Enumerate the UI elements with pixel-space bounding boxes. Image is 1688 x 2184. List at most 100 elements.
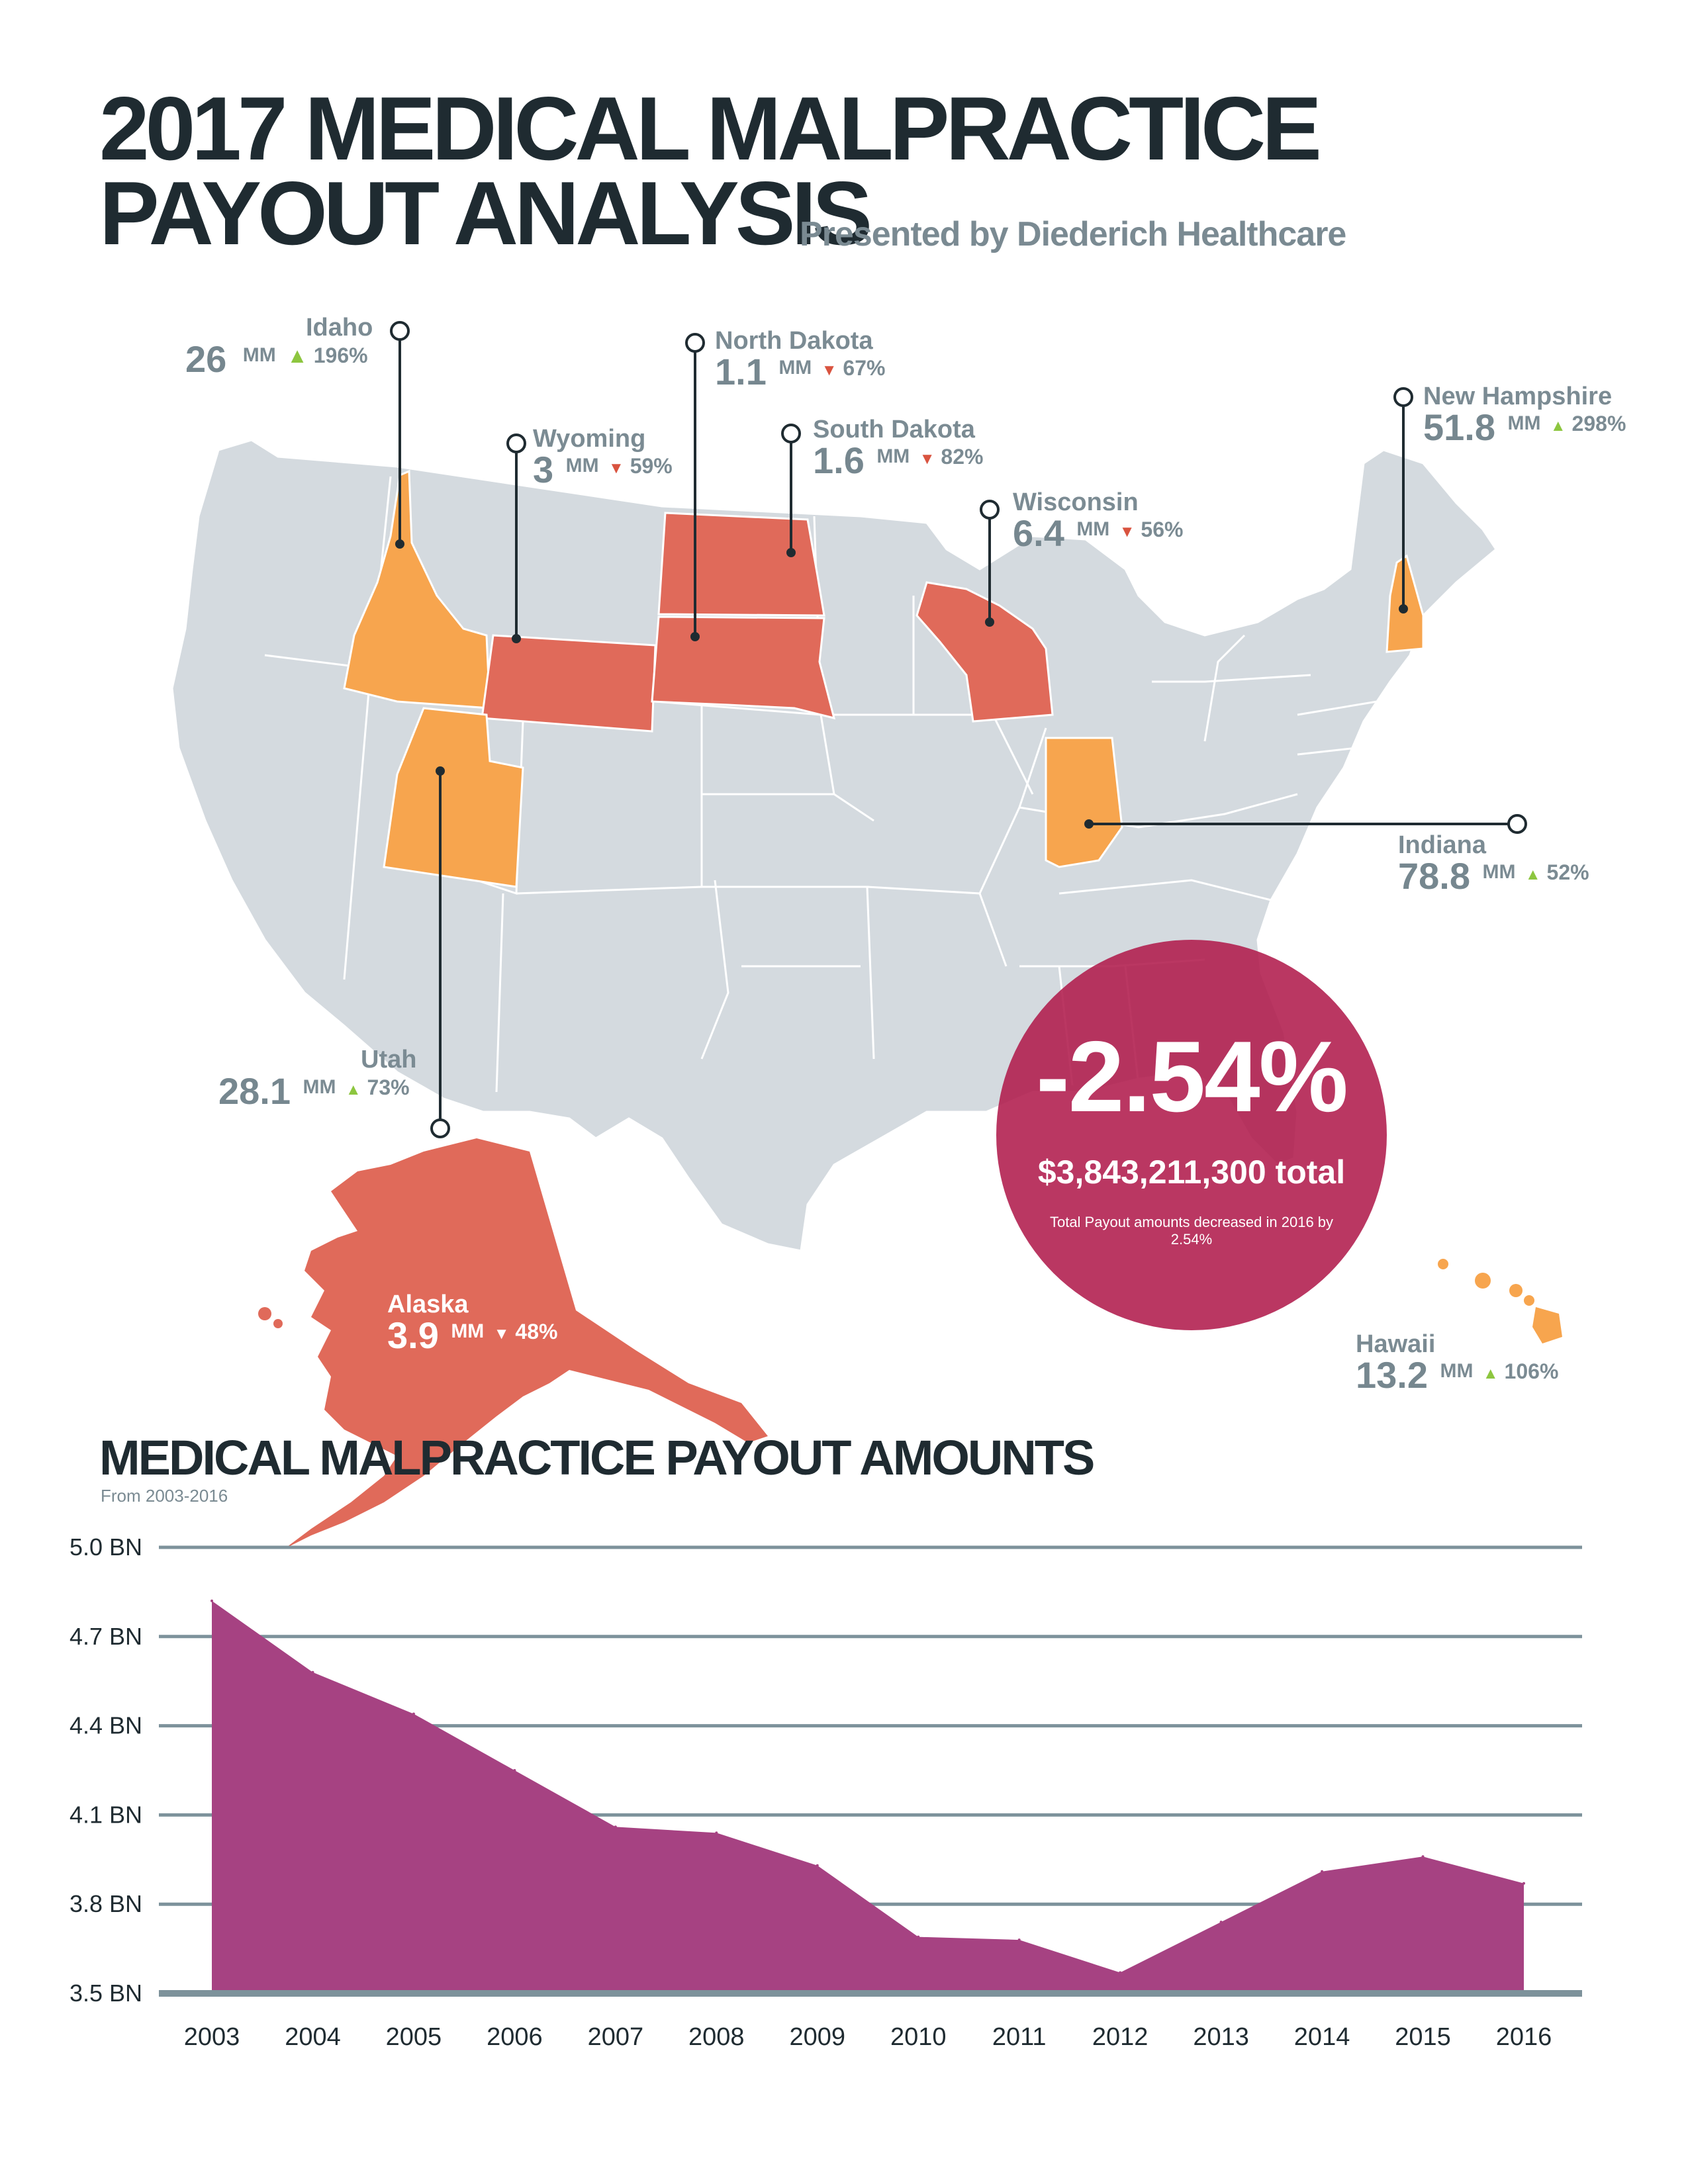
x-tick-label: 2010 [890,2023,947,2051]
y-tick-label: 5.0 BN [70,1533,142,1561]
state-name: New Hampshire [1423,383,1613,410]
state-value: 6.4 [1013,512,1064,554]
state-value: 13.2 [1356,1354,1428,1396]
up-arrow-icon: ▲ [1482,1365,1499,1383]
x-tick-label: 2013 [1193,2023,1249,2051]
x-tick-label: 2014 [1294,2023,1350,2051]
state-unit: MM [1440,1360,1474,1382]
y-tick-label: 3.8 BN [70,1890,142,1917]
state-name: Wyoming [533,425,646,453]
y-tick-label: 4.1 BN [70,1801,142,1828]
callout-south-dakota: South Dakota 1.6 MM ▼ 82% [813,416,983,482]
callout-idaho: Idaho [306,314,373,342]
state-unit: MM [778,357,812,379]
data-point-2003 [211,1599,213,1602]
state-value: 3 [533,449,554,490]
state-unit: MM [1507,412,1541,434]
data-point-2010 [917,1935,920,1938]
state-value: 28.1 [218,1070,291,1112]
down-arrow-icon: ▼ [608,459,624,477]
state-unit: MM [1482,861,1516,883]
state-value: 1.1 [715,351,767,392]
data-point-2014 [1321,1870,1324,1873]
up-arrow-icon: ▲ [345,1081,361,1099]
state-hawaii [1438,1259,1562,1343]
alaska-island [258,1307,271,1320]
alaska-island [273,1319,283,1328]
callout-indiana: Indiana 78.8 MM ▲ 52% [1398,831,1589,897]
state-utah [383,707,524,888]
x-tick-label: 2004 [285,2023,341,2051]
x-tick-label: 2008 [688,2023,745,2051]
down-arrow-icon: ▼ [1119,523,1135,541]
data-point-2012 [1119,1971,1122,1974]
y-tick-label: 3.5 BN [70,1979,142,2007]
callout-new-hampshire: New Hampshire 51.8 MM ▲ 298% [1423,383,1626,449]
x-tick-label: 2016 [1496,2023,1552,2051]
state-alaska [285,1138,768,1549]
callout-wisconsin: Wisconsin 6.4 MM ▼ 56% [1013,488,1183,555]
state-change: ▼ 59% [608,454,673,478]
state-unit: MM [876,445,910,467]
state-name: Wisconsin [1013,488,1139,516]
state-change: ▼ 56% [1119,518,1184,541]
state-value: 1.6 [813,439,865,481]
state-unit: MM [565,455,599,477]
y-tick-label: 4.7 BN [70,1623,142,1650]
page-title: 2017 MEDICAL MALPRACTICE PAYOUT ANALYSIS [99,78,1322,258]
x-tick-label: 2003 [184,2023,240,2051]
state-change: ▼ 82% [919,445,984,469]
state-name: South Dakota [813,416,975,443]
chart-title: MEDICAL MALPRACTICE PAYOUT AMOUNTS [99,1430,1095,1485]
x-tick-label: 2012 [1092,2023,1149,2051]
summary-note: Total Payout amounts decreased in 2016 b… [1049,1214,1334,1248]
callout-pins [390,321,1527,1138]
x-tick-label: 2011 [992,2023,1047,2051]
down-arrow-icon: ▼ [919,450,935,468]
callout-north-dakota: North Dakota 1.1 MM ▼ 67% [715,327,885,393]
summary-total: $3,843,211,300 total [1037,1154,1346,1191]
x-tick-label: 2015 [1395,2023,1451,2051]
data-point-2016 [1523,1882,1525,1885]
state-unit: MM [303,1076,336,1098]
state-wyoming [481,634,657,733]
state-name: Hawaii [1356,1330,1436,1358]
state-name: North Dakota [715,327,873,355]
data-point-2015 [1421,1855,1425,1858]
state-change: ▲ 106% [1482,1359,1559,1383]
data-point-2006 [513,1769,516,1772]
state-value: 26 [185,338,227,380]
down-arrow-icon: ▼ [821,361,837,379]
state-name: Indiana [1398,831,1487,859]
state-name: Idaho [306,314,373,341]
data-point-2007 [614,1825,617,1829]
up-arrow-icon: ▲ [287,343,308,367]
payout-area-series [212,1600,1524,1993]
state-value: 51.8 [1423,406,1495,448]
data-point-2013 [1219,1921,1223,1924]
up-arrow-icon: ▲ [1550,417,1566,435]
title-line-1: 2017 MEDICAL MALPRACTICE [99,78,1322,179]
state-north-dakota [657,512,825,617]
state-new-hampshire [1385,554,1425,653]
data-point-2005 [412,1712,415,1715]
callout-utah-value: 28.1 MM ▲ 73% [218,1069,410,1113]
data-point-2009 [816,1864,819,1867]
state-name: Utah [361,1046,417,1073]
state-change: ▲ 52% [1524,860,1589,884]
callout-wyoming: Wyoming 3 MM ▼ 59% [533,425,673,491]
callout-utah: Utah [361,1046,416,1074]
state-change: ▼ 67% [821,356,886,380]
x-tick-label: 2009 [789,2023,845,2051]
state-value: 78.8 [1398,855,1470,897]
state-change: ▼ 48% [493,1320,558,1343]
data-point-2011 [1017,1938,1021,1942]
summary-circle: -2.54% $3,843,211,300 total Total Payout… [996,940,1387,1330]
callout-hawaii: Hawaii 13.2 MM ▲ 106% [1356,1330,1558,1396]
data-point-2004 [311,1670,314,1674]
state-change: ▲ 73% [345,1075,410,1099]
state-unit: MM [242,344,276,366]
x-tick-label: 2005 [386,2023,442,2051]
data-point-2008 [715,1831,718,1835]
